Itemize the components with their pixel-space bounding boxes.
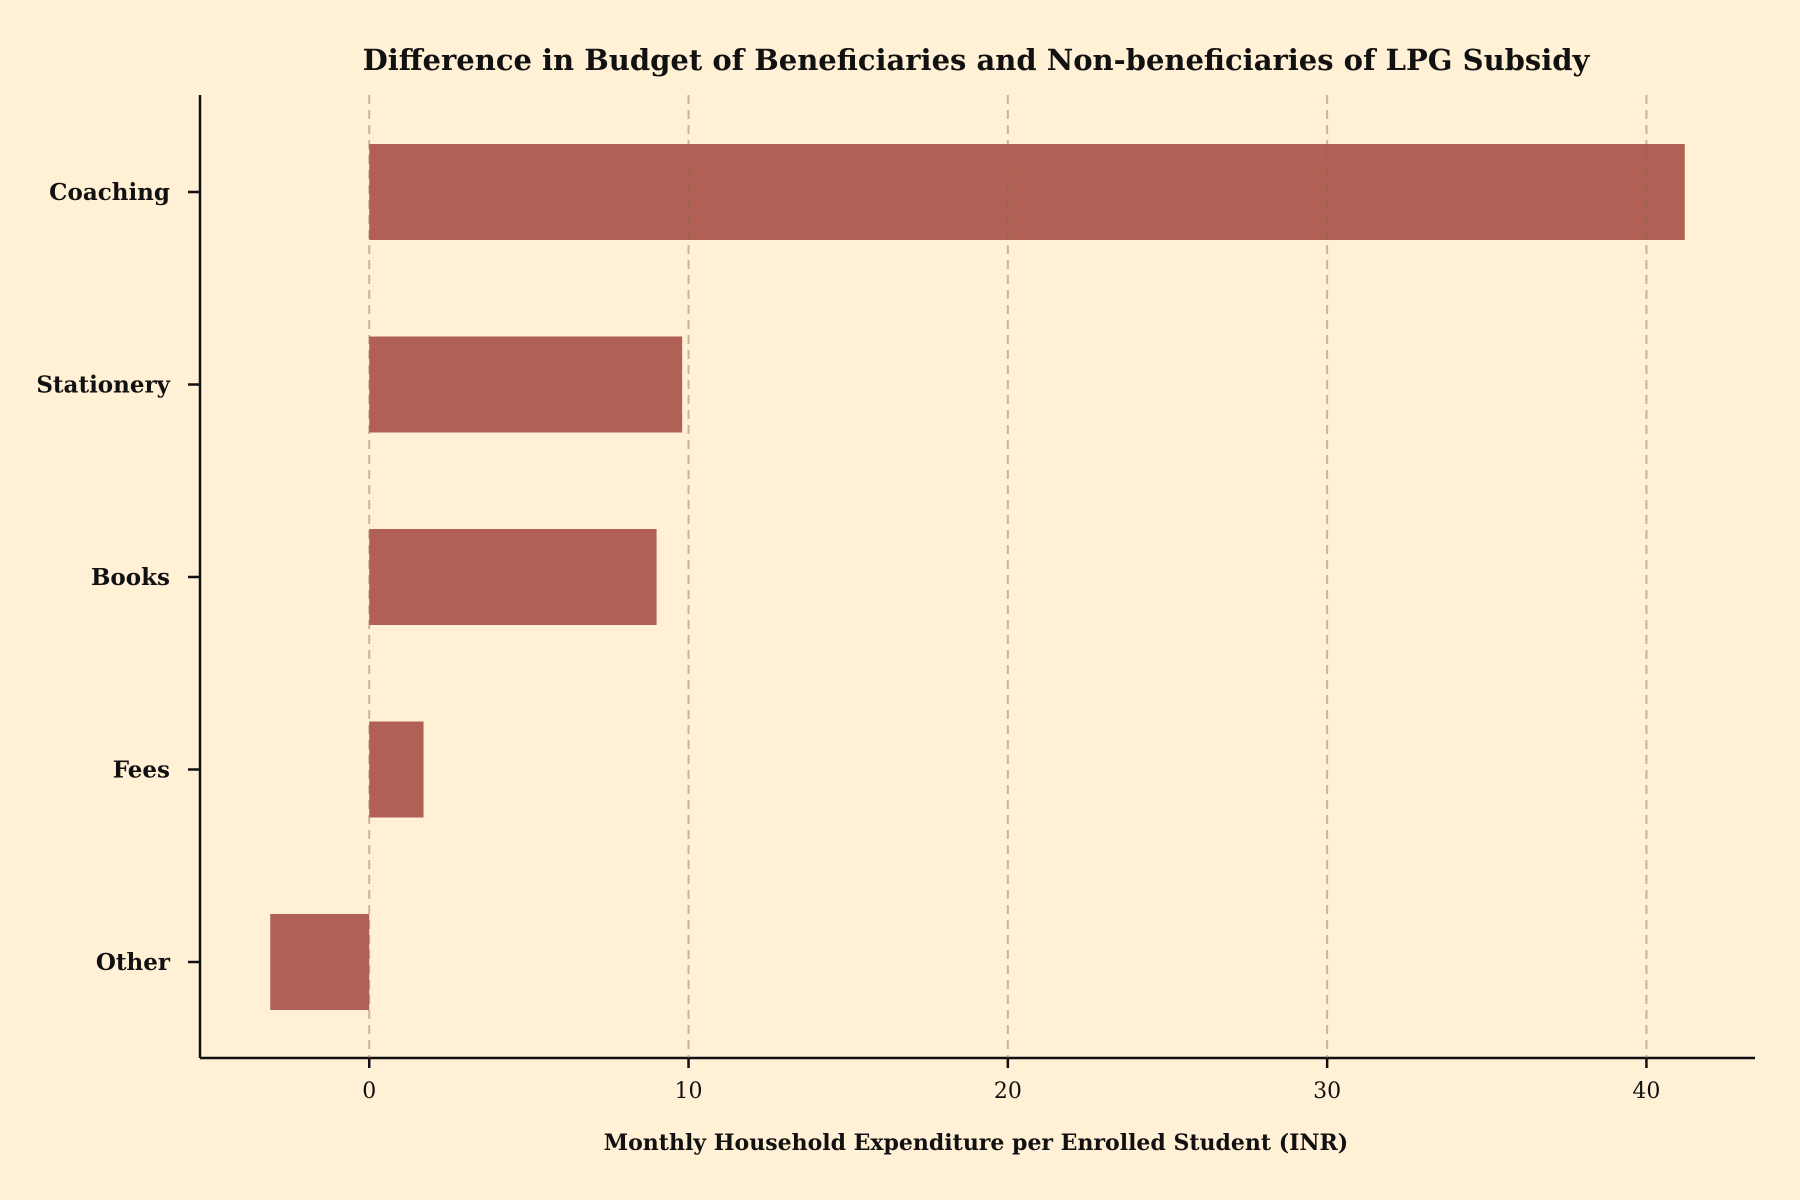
chart-title: Difference in Budget of Beneficiaries an… [363,43,1591,77]
x-tick-label-30: 30 [1313,1079,1341,1104]
grid-layer [368,95,1648,1058]
x-tick-label-40: 40 [1632,1079,1660,1104]
y-tick-label-coaching: Coaching [49,179,170,206]
y-tick-label-other: Other [96,949,171,976]
y-tick-label-books: Books [91,564,170,591]
bar-other [270,914,370,1010]
bar-layer [270,144,1685,1010]
y-tick-label-stationery: Stationery [36,372,170,399]
bar-books [369,529,657,625]
x-tick-label-0: 0 [362,1079,376,1104]
bar-coaching [369,144,1685,240]
bar-fees [369,721,424,818]
axis-layer: 0 10 20 30 40 Coaching Stationery Books Fees Othe… [36,95,1755,1104]
y-tick-label-fees: Fees [113,757,170,784]
bar-stationery [369,336,683,433]
x-tick-label-20: 20 [994,1079,1022,1104]
x-tick-label-10: 10 [675,1079,703,1104]
x-axis-label: Monthly Household Expenditure per Enroll… [604,1130,1348,1156]
